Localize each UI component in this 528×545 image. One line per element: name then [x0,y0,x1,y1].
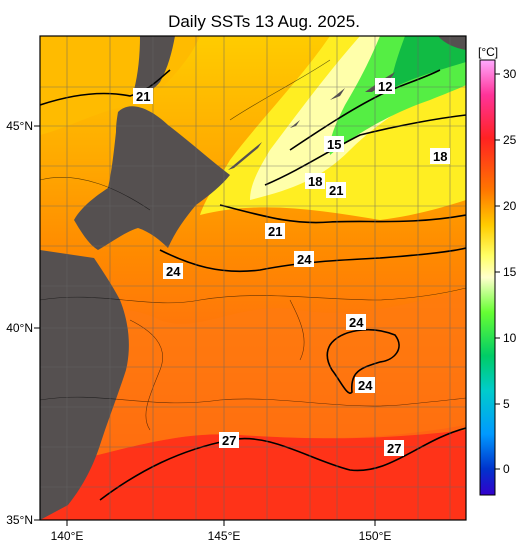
lon-label-150: 150°E [359,529,392,543]
isotherm-15 [289,69,441,151]
svg-text:27: 27 [387,441,401,456]
contour-label: 18 [430,148,450,164]
coldest-zone [390,36,466,90]
contour-label: 27 [219,432,239,448]
isotherm-27 [99,427,466,501]
contour-label: 18 [305,173,325,189]
thin-contour-1 [40,177,151,211]
lon-label-145: 145°E [208,529,241,543]
thin-contour-6 [229,59,331,121]
contour-label: 24 [355,377,375,393]
map-frame [39,35,467,521]
svg-text:12: 12 [378,79,392,94]
svg-text:21: 21 [329,183,343,198]
contour-label: 27 [384,440,404,456]
contour-labels: 21 12 15 18 21 18 21 24 24 24 24 27 27 [133,78,450,456]
colorbar-unit: [°C] [478,45,498,59]
sakhalin-land [134,36,175,93]
isotherm-24-eddy [326,329,400,394]
lon-label-140: 140°E [51,529,84,543]
thin-contour-4 [129,319,163,431]
contour-label: 24 [163,263,183,279]
contour-label: 21 [133,88,153,104]
lat-label-45: 45°N [6,119,33,133]
svg-text:24: 24 [349,315,364,330]
contour-label: 21 [265,223,285,239]
colorbar-tick: 30 [503,67,517,81]
isotherm-24-north [159,247,466,273]
svg-text:18: 18 [433,149,447,164]
svg-text:27: 27 [222,433,236,448]
hokkaido-land [74,106,230,250]
svg-text:24: 24 [297,252,312,267]
warm-kuroshio-zone [40,425,466,520]
kuril-islands-south [228,142,262,170]
lon-axis: 140°E 145°E 150°E [51,520,392,543]
colorbar-tick: 25 [503,133,517,147]
contour-label: 21 [326,182,346,198]
color-bar: [°C] 30 25 20 15 10 5 0 [478,45,517,496]
mid-warm-zone [40,290,466,470]
lat-label-35: 35°N [6,513,33,527]
lat-axis: 45°N 40°N 35°N [6,119,40,527]
thin-contour-2 [40,287,466,304]
contour-label: 24 [346,314,366,330]
isotherm-21 [219,204,466,224]
colorbar-tick: 20 [503,199,517,213]
map-title: Daily SSTs 13 Aug. 2025. [168,12,360,31]
colorbar-tick: 5 [503,397,510,411]
isotherm-18 [264,114,466,186]
colorbar-gradient [479,59,496,496]
colorbar-tick: 15 [503,265,517,279]
svg-text:21: 21 [136,89,150,104]
svg-text:24: 24 [358,378,373,393]
thin-contour-5 [289,299,305,361]
honshu-land [40,250,129,520]
colorbar-tick: 10 [503,331,517,345]
svg-text:24: 24 [166,264,181,279]
contour-label: 15 [324,136,344,152]
lat-label-40: 40°N [6,321,33,335]
isotherm-21-north [40,69,171,106]
colorbar-tick: 0 [503,462,510,476]
svg-text:21: 21 [268,224,282,239]
svg-text:15: 15 [327,137,341,152]
thin-contour-3 [40,396,466,407]
kamchatka-land [438,36,466,50]
svg-text:18: 18 [308,174,322,189]
contour-label: 12 [375,78,395,94]
contour-label: 24 [294,251,314,267]
